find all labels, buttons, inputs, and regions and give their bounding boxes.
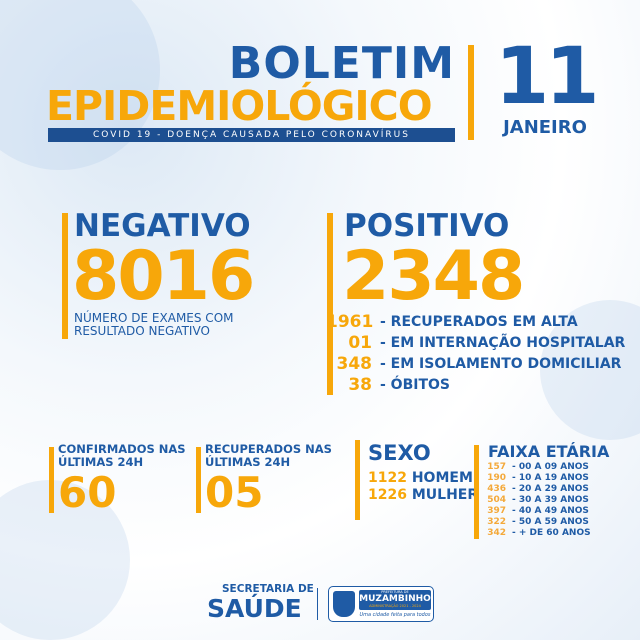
title-line1: BOLETIM: [228, 38, 455, 89]
positivo-breakdown: 1961 - RECUPERADOS EM ALTA 01 - EM INTERNA…: [326, 311, 625, 395]
item-label: - 20 A 29 ANOS: [512, 484, 589, 494]
recuperados-bar: [196, 447, 201, 513]
positivo-item: 01 - EM INTERNAÇÃO HOSPITALAR: [326, 332, 625, 353]
confirmados-value: 60: [58, 468, 117, 517]
item-label: - 40 A 49 ANOS: [512, 506, 589, 516]
item-label: - 10 A 19 ANOS: [512, 473, 589, 483]
secretaria-line1: SECRETARIA DE: [222, 583, 314, 595]
item-label: - 30 A 39 ANOS: [512, 495, 589, 505]
faixa-item: 342 - + DE 60 ANOS: [474, 528, 591, 539]
item-label: - 00 A 09 ANOS: [512, 462, 589, 472]
item-label: - + DE 60 ANOS: [512, 528, 591, 538]
logo-line1: PREFEITURA DE: [381, 590, 409, 594]
faixa-item: 436 - 20 A 29 ANOS: [474, 484, 591, 495]
coat-of-arms-icon: [333, 591, 355, 617]
negativo-desc-line1: NÚMERO DE EXAMES COM: [74, 311, 234, 325]
muzambinho-logo: PREFEITURA DE MUZAMBINHO ADMINISTRAÇÃO 2…: [328, 586, 434, 622]
item-label: HOMEM: [411, 470, 473, 486]
negativo-desc: NÚMERO DE EXAMES COM RESULTADO NEGATIVO: [74, 312, 234, 338]
item-value: 322: [487, 517, 506, 527]
logo-line3: ADMINISTRAÇÃO 2021 - 2024: [369, 604, 421, 608]
recuperados-line1: RECUPERADOS NAS: [205, 442, 332, 456]
item-label: - 50 A 59 ANOS: [512, 517, 589, 527]
negativo-bar: [62, 213, 68, 339]
sexo-list: 1122 HOMEM 1226 MULHER: [368, 470, 478, 504]
faixa-item: 157 - 00 A 09 ANOS: [474, 462, 591, 473]
recuperados-line2: ÚLTIMAS 24H: [205, 455, 291, 469]
item-value: 1122: [368, 470, 407, 486]
negativo-value: 8016: [72, 237, 255, 316]
item-value: 436: [487, 484, 506, 494]
secretaria-line2: SAÚDE: [207, 594, 302, 623]
positivo-item: 1961 - RECUPERADOS EM ALTA: [326, 311, 625, 332]
item-value: 397: [487, 506, 506, 516]
faixa-label: FAIXA ETÁRIA: [488, 442, 610, 461]
positivo-item: 348 - EM ISOLAMENTO DOMICILIAR: [326, 353, 625, 374]
item-value: 1226: [368, 487, 407, 503]
positivo-item: 38 - ÓBITOS: [326, 374, 625, 395]
confirmados-bar: [49, 447, 54, 513]
item-value: 504: [487, 495, 506, 505]
item-value: 38: [348, 374, 372, 395]
sexo-bar: [355, 440, 360, 520]
date-day: 11: [495, 32, 600, 122]
item-label: - ÓBITOS: [380, 376, 450, 393]
positivo-label: POSITIVO: [344, 208, 510, 244]
date-month: JANEIRO: [503, 117, 587, 138]
faixa-item: 322 - 50 A 59 ANOS: [474, 517, 591, 528]
item-value: 190: [487, 473, 506, 483]
sexo-item: 1226 MULHER: [368, 487, 478, 504]
item-label: - RECUPERADOS EM ALTA: [380, 313, 578, 330]
negativo-desc-line2: RESULTADO NEGATIVO: [74, 324, 210, 338]
item-value: 157: [487, 462, 506, 472]
faixa-list: 157- 00 A 09 ANOS 190- 10 A 19 ANOS 436-…: [474, 462, 591, 539]
item-label: - EM ISOLAMENTO DOMICILIAR: [380, 355, 622, 372]
faixa-item: 190 - 10 A 19 ANOS: [474, 473, 591, 484]
item-label: - EM INTERNAÇÃO HOSPITALAR: [380, 334, 626, 351]
positivo-value: 2348: [342, 237, 525, 316]
confirmados-line2: ÚLTIMAS 24H: [58, 455, 144, 469]
faixa-bar: [474, 445, 479, 539]
positivo-bar: [327, 213, 333, 395]
item-value: 01: [348, 332, 372, 353]
subtitle-banner: COVID 19 - DOENÇA CAUSADA PELO CORONAVÍR…: [48, 128, 455, 142]
title-line2: EPIDEMIOLÓGICO: [46, 82, 433, 130]
sexo-item: 1122 HOMEM: [368, 470, 478, 487]
recuperados-value: 05: [205, 468, 264, 517]
footer-divider: [317, 588, 318, 620]
recuperados-label: RECUPERADOS NAS ÚLTIMAS 24H: [205, 443, 332, 469]
negativo-label: NEGATIVO: [74, 208, 251, 244]
virus-decoration: [0, 480, 130, 640]
faixa-item: 397 - 40 A 49 ANOS: [474, 506, 591, 517]
faixa-item: 504 - 30 A 39 ANOS: [474, 495, 591, 506]
item-value: 1961: [326, 311, 374, 332]
divider-bar: [468, 45, 474, 140]
item-value: 342: [487, 528, 506, 538]
item-label: MULHER: [411, 487, 479, 503]
sexo-label: SEXO: [368, 441, 431, 465]
confirmados-label: CONFIRMADOS NAS ÚLTIMAS 24H: [58, 443, 186, 469]
item-value: 348: [336, 353, 373, 374]
confirmados-line1: CONFIRMADOS NAS: [58, 442, 186, 456]
logo-slogan: Uma cidade feita para todos: [359, 612, 431, 618]
logo-line2: MUZAMBINHO: [359, 594, 431, 604]
